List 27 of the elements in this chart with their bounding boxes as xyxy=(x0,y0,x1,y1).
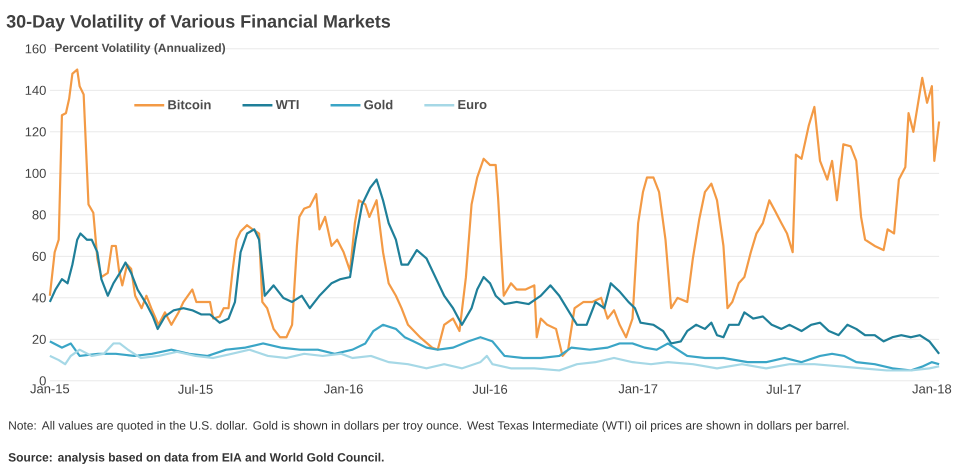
x-tick-label: Jan-15 xyxy=(30,384,70,394)
y-axis-title: Percent Volatility (Annualized) xyxy=(55,43,226,55)
source-note: Source: analysis based on data from EIA and World Gold Council. xyxy=(8,453,384,464)
line-series xyxy=(48,324,940,372)
y-tick-label: 60 xyxy=(32,252,46,262)
y-tick-label: 80 xyxy=(32,210,46,220)
x-tick-label: Jan-16 xyxy=(324,384,363,394)
legend-label: Gold xyxy=(364,100,392,110)
legend-label: Bitcoin xyxy=(168,100,211,110)
line-series xyxy=(48,68,940,358)
legend-label: WTI xyxy=(276,100,299,110)
legend-label: Euro xyxy=(458,100,487,110)
y-tick-label: 20 xyxy=(32,334,46,344)
y-tick-label: 0 xyxy=(40,376,46,386)
y-tick-label: 40 xyxy=(32,293,46,303)
x-tick-label: Jan-17 xyxy=(618,384,658,394)
y-tick-label: 120 xyxy=(26,127,46,137)
x-tick-label: Jul-15 xyxy=(178,384,213,394)
y-tick-label: 160 xyxy=(26,44,46,54)
x-tick-label: Jan-18 xyxy=(912,384,952,394)
x-tick-label: Jul-16 xyxy=(472,384,508,394)
chart-title: 30-Day Volatility of Various Financial Markets xyxy=(6,14,390,32)
x-tick-label: Jul-17 xyxy=(766,384,801,394)
text: Note: All values are quoted in the U.S. dollar. Gold is shown in dollars per troy ounce. West Texas Intermediate (WTI) oil prices are shown in dollars per barrel. xyxy=(9,421,848,432)
y-tick-label: 100 xyxy=(26,168,46,178)
line-series xyxy=(48,178,940,356)
y-tick-label: 140 xyxy=(26,86,46,96)
